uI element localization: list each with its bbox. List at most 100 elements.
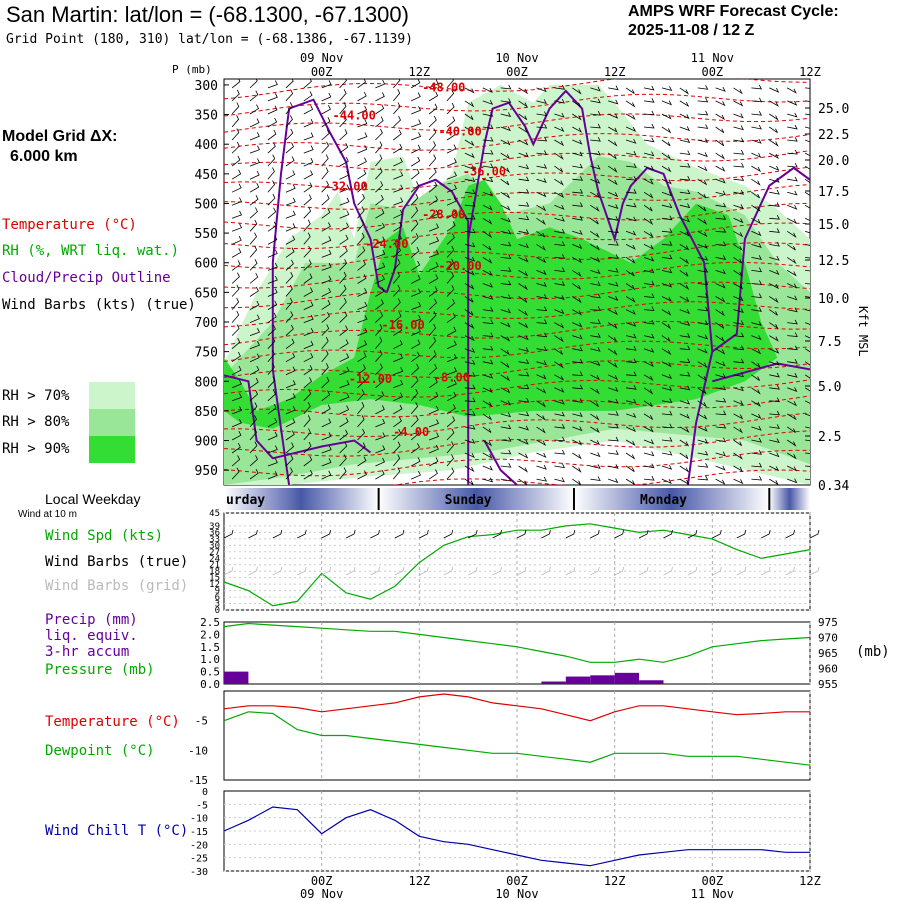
wind-barb (446, 367, 457, 376)
wind-barb (590, 374, 601, 381)
wind-barb (321, 222, 331, 232)
wind-barb (393, 392, 403, 402)
wind-barb (411, 301, 422, 310)
precip-tick-label: 0.5 (200, 666, 220, 679)
wind-barb (697, 400, 708, 408)
wind-barb (303, 340, 314, 350)
wind-barb (590, 439, 601, 446)
wind-tick-label: 21 (209, 561, 220, 571)
wind-barb (679, 87, 690, 95)
chill-tick-label: -30 (190, 867, 208, 878)
wind-barb (321, 390, 331, 402)
wind-barb (303, 314, 314, 323)
surface-wind-barb (467, 529, 478, 539)
wind-barb (267, 180, 275, 193)
wind-barb (303, 389, 312, 402)
wind-barb (769, 283, 780, 290)
wind-barb (482, 294, 494, 300)
wind-barb (446, 416, 456, 428)
wind-barb (607, 152, 617, 160)
wind-barb (249, 272, 259, 284)
weekday-bar: urday Sunday Monday (224, 488, 810, 510)
wind-barb (697, 178, 708, 186)
wind-barb (769, 424, 780, 429)
wind-barb (608, 387, 619, 392)
wind-barb (679, 126, 691, 132)
wind-barb (464, 465, 475, 473)
wind-barb (500, 139, 511, 146)
wind-barb (554, 85, 566, 90)
wind-barb (697, 387, 707, 394)
wind-barb (464, 177, 476, 182)
wind-barb (392, 454, 401, 467)
wind-barb (804, 335, 810, 339)
wind-barb (786, 413, 797, 421)
wind-barb (715, 437, 727, 443)
wind-barb (805, 100, 810, 102)
wind-barb (751, 425, 762, 431)
wind-barb (769, 348, 780, 354)
wind-barb (572, 439, 583, 446)
wind-barb (446, 379, 457, 389)
wind-barb (679, 452, 689, 460)
wind-barb (428, 469, 438, 480)
wind-barb (231, 79, 241, 89)
wind-barb (715, 335, 725, 343)
wind-barb (751, 307, 762, 312)
weekday-label: Sunday (445, 493, 492, 508)
wind-barb (536, 426, 546, 434)
wind-barb (410, 351, 420, 363)
wind-barb (500, 361, 510, 368)
wind-barb (733, 386, 744, 392)
wind-barb (625, 296, 636, 303)
wind-barb (321, 470, 332, 480)
wind-barb (464, 126, 475, 134)
wind-barb (697, 152, 708, 158)
wind-barb (661, 203, 673, 209)
wind-barb (339, 271, 347, 284)
wind-barb (464, 215, 476, 220)
wind-barb (751, 178, 761, 186)
wind-barb (428, 115, 437, 128)
wind-barb (285, 324, 294, 336)
wind-barb (375, 208, 385, 219)
wind-barb (554, 112, 565, 118)
wind-barb (428, 432, 440, 441)
model-grid-value: 6.000 km (10, 148, 78, 165)
wind-barb (679, 244, 690, 251)
wind-barb (303, 245, 312, 258)
wind-barb (518, 465, 529, 473)
wind-barb (715, 283, 726, 289)
wind-barb (464, 139, 475, 147)
wind-barb (339, 222, 350, 232)
wind-barb (357, 415, 365, 428)
wind-barb (536, 178, 547, 183)
wind-barb (321, 363, 329, 376)
wind-barb (231, 141, 240, 154)
wind-barb (608, 99, 619, 105)
wind-barb (769, 228, 780, 233)
wind-barb (446, 467, 455, 480)
wind-barb (303, 273, 313, 284)
wind-barb (697, 255, 709, 261)
wind-barb (321, 376, 330, 389)
wind-barb (446, 79, 454, 89)
wind-barb (518, 371, 530, 377)
wind-barb (697, 243, 708, 249)
wind-barb (769, 465, 780, 472)
wind-barb (357, 119, 368, 128)
wind-barb (428, 103, 438, 115)
wind-barb (572, 309, 582, 316)
wind-barb (357, 132, 368, 141)
wind-barb (303, 206, 312, 219)
wind-barb (697, 110, 709, 116)
wind-barb (572, 188, 583, 194)
pressure-tick-label: 750 (195, 346, 218, 361)
wind-barb (231, 310, 240, 323)
rh-80-swatch (89, 409, 135, 436)
weekday-segment (573, 488, 770, 510)
wind-barb (482, 149, 494, 155)
wind-barb (608, 398, 619, 404)
wind-barb (321, 287, 332, 297)
wind-barb (393, 367, 404, 376)
